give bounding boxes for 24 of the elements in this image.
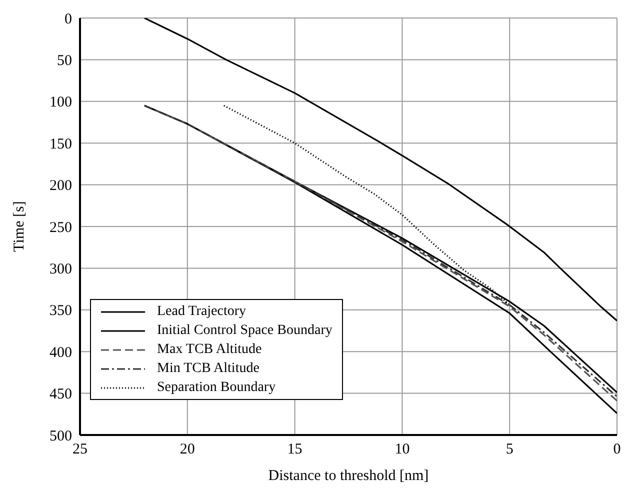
legend-label: Separation Boundary <box>157 380 276 394</box>
x-tick-label: 15 <box>287 442 302 458</box>
y-tick-label: 50 <box>57 53 72 70</box>
y-tick-label: 300 <box>50 262 72 278</box>
legend-label: Lead Trajectory <box>157 304 246 318</box>
y-tick-label: 400 <box>50 344 72 361</box>
y-tick-label: 200 <box>50 178 72 194</box>
x-axis-title: Distance to threshold [nm] <box>268 468 429 484</box>
legend-label: Min TCB Altitude <box>157 360 260 376</box>
x-tick-label: 5 <box>506 442 514 458</box>
y-axis-title: Time [s] <box>11 201 28 252</box>
x-tick-label: 10 <box>394 442 410 458</box>
y-tick-label: 100 <box>50 94 72 111</box>
y-tick-label: 350 <box>50 303 72 320</box>
legend-label: Initial Control Space Boundary <box>157 322 332 338</box>
x-tick-label: 20 <box>180 442 195 458</box>
y-tick-label: 250 <box>50 220 72 236</box>
x-tick-label: 0 <box>613 442 621 458</box>
y-tick-label: 450 <box>50 386 72 403</box>
y-tick-label: 0 <box>64 11 72 28</box>
y-tick-label: 500 <box>50 428 72 444</box>
x-tick-label: 25 <box>72 442 88 458</box>
y-tick-label: 150 <box>50 136 72 152</box>
legend-label: Max TCB Altitude <box>157 342 262 356</box>
